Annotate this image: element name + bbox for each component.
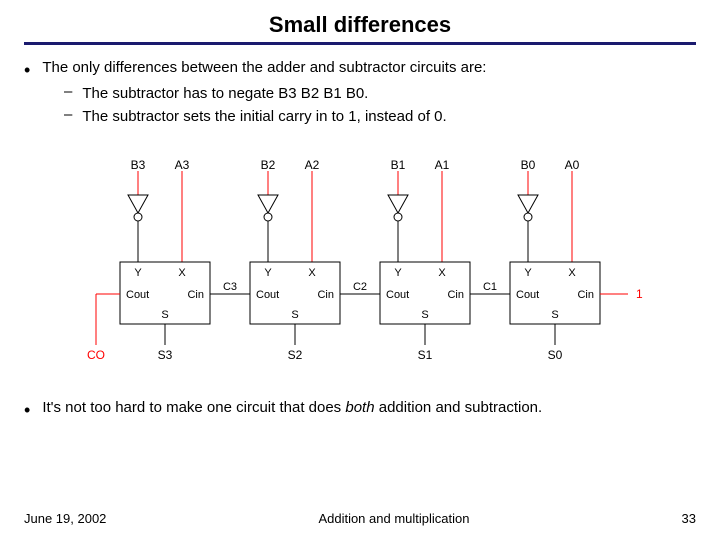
sub-bullet-2-text: The subtractor sets the initial carry in… xyxy=(82,106,446,127)
svg-text:B0: B0 xyxy=(521,158,536,172)
svg-text:A1: A1 xyxy=(435,158,450,172)
bullet-2: • It's not too hard to make one circuit … xyxy=(24,397,696,419)
svg-text:Y: Y xyxy=(394,267,402,279)
subtractor-diagram: B3 A3 Y X Cout Cin S S3 B2 A2 Y X Cout Cin S S2 C3 B1 A1 Y X… xyxy=(60,157,660,367)
footer: June 19, 2002 Addition and multiplicatio… xyxy=(24,511,696,526)
bullet-2-both: both xyxy=(345,399,374,416)
bullet-2a: It's not too hard to make one circuit th… xyxy=(42,399,345,416)
svg-text:X: X xyxy=(568,267,576,279)
svg-text:X: X xyxy=(438,267,446,279)
svg-text:A3: A3 xyxy=(175,158,190,172)
bullet-2-text: It's not too hard to make one circuit th… xyxy=(42,397,542,418)
svg-text:Cin: Cin xyxy=(447,289,464,301)
dash-icon: – xyxy=(64,83,72,100)
sub-bullet-1: – The subtractor has to negate B3 B2 B1 … xyxy=(64,83,696,104)
svg-text:S1: S1 xyxy=(418,348,433,362)
sub-bullet-1-text: The subtractor has to negate B3 B2 B1 B0… xyxy=(82,83,368,104)
dash-icon: – xyxy=(64,106,72,123)
svg-text:B2: B2 xyxy=(261,158,276,172)
bullet-1-text: The only differences between the adder a… xyxy=(42,57,486,78)
svg-text:S: S xyxy=(161,309,168,321)
svg-text:B3: B3 xyxy=(131,158,146,172)
svg-text:X: X xyxy=(308,267,316,279)
title-rule xyxy=(24,42,696,45)
bullet-1: • The only differences between the adder… xyxy=(24,57,696,79)
svg-text:S: S xyxy=(551,309,558,321)
bullet-dot: • xyxy=(24,61,30,79)
svg-text:S2: S2 xyxy=(288,348,303,362)
svg-text:Cin: Cin xyxy=(317,289,334,301)
svg-text:B1: B1 xyxy=(391,158,406,172)
svg-text:S: S xyxy=(421,309,428,321)
footer-center: Addition and multiplication xyxy=(318,511,469,526)
svg-text:Cin: Cin xyxy=(577,289,594,301)
sub-bullet-2: – The subtractor sets the initial carry … xyxy=(64,106,696,127)
svg-text:C2: C2 xyxy=(353,281,367,293)
svg-text:S: S xyxy=(291,309,298,321)
svg-text:S3: S3 xyxy=(158,348,173,362)
svg-text:Cout: Cout xyxy=(256,289,279,301)
svg-text:Y: Y xyxy=(134,267,142,279)
svg-text:Cin: Cin xyxy=(187,289,204,301)
svg-text:Cout: Cout xyxy=(386,289,409,301)
svg-text:Y: Y xyxy=(524,267,532,279)
footer-page: 33 xyxy=(682,511,696,526)
svg-text:Y: Y xyxy=(264,267,272,279)
footer-date: June 19, 2002 xyxy=(24,511,106,526)
svg-text:C1: C1 xyxy=(483,281,497,293)
svg-text:Cout: Cout xyxy=(126,289,149,301)
svg-text:A2: A2 xyxy=(305,158,320,172)
svg-text:CO: CO xyxy=(87,348,105,362)
bullet-2c: addition and subtraction. xyxy=(375,399,543,416)
svg-text:X: X xyxy=(178,267,186,279)
svg-text:C3: C3 xyxy=(223,281,237,293)
slide-title: Small differences xyxy=(24,12,696,38)
svg-text:S0: S0 xyxy=(548,348,563,362)
svg-text:1: 1 xyxy=(636,287,643,301)
svg-text:Cout: Cout xyxy=(516,289,539,301)
svg-text:A0: A0 xyxy=(565,158,580,172)
bullet-dot: • xyxy=(24,401,30,419)
